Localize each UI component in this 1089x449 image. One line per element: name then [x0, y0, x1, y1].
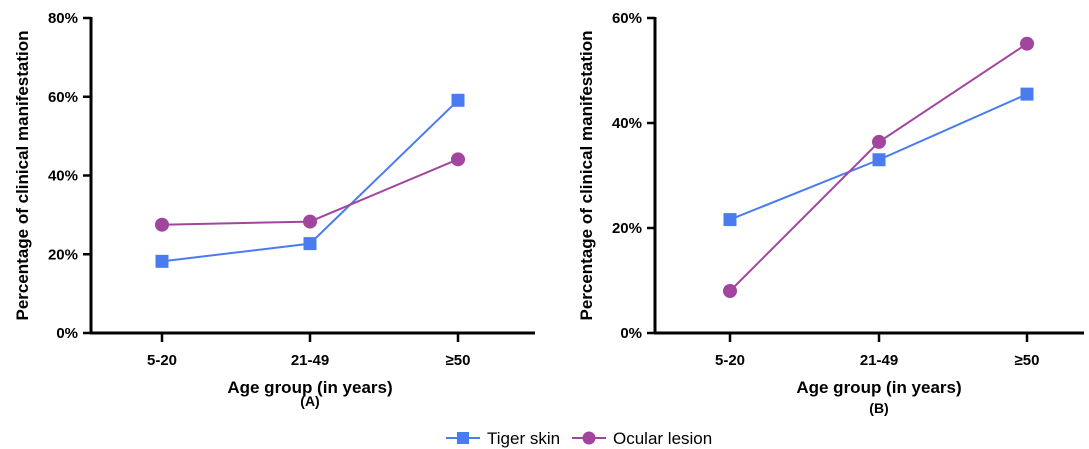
- x-tick-label: 21-49: [291, 352, 329, 369]
- legend-label-ocular-lesion: Ocular lesion: [613, 429, 712, 448]
- data-point-ocular-lesion: [1020, 36, 1034, 51]
- y-tick-label: 80%: [48, 10, 78, 27]
- panel-label: (A): [300, 393, 319, 409]
- y-axis-title: Percentage of clinical manifestation: [13, 30, 32, 320]
- data-point-tiger-skin: [155, 254, 169, 268]
- y-tick-label: 40%: [48, 168, 78, 185]
- y-tick-label: 20%: [48, 246, 78, 263]
- legend-label-tiger-skin: Tiger skin: [487, 429, 560, 448]
- data-point-ocular-lesion: [872, 134, 886, 149]
- data-point-ocular-lesion: [155, 217, 169, 232]
- legend-marker-ocular-lesion: [582, 431, 596, 445]
- data-point-tiger-skin: [451, 93, 465, 107]
- x-tick-label: 21-49: [860, 352, 898, 369]
- y-tick-label: 60%: [612, 10, 642, 27]
- y-axis-title: Percentage of clinical manifestation: [577, 30, 596, 320]
- series-line-ocular-lesion: [729, 42, 1028, 292]
- y-tick-label: 40%: [612, 115, 642, 132]
- x-tick-label: ≥50: [446, 352, 471, 369]
- chart-panel-a: 0% 20% 40% 60% 80% 5-20 21-49 ≥50 Age group (in …: [13, 10, 535, 409]
- data-point-ocular-lesion: [723, 284, 737, 298]
- panel-label: (B): [869, 400, 888, 416]
- y-tick-label: 0%: [56, 325, 78, 342]
- x-tick-label: ≥50: [1015, 352, 1040, 369]
- y-tick-label: 0%: [620, 325, 642, 342]
- data-point-tiger-skin: [1020, 87, 1034, 101]
- x-tick-label: 5-20: [147, 352, 177, 369]
- y-tick-label: 20%: [612, 220, 642, 237]
- chart-panel-b: 0% 20% 40% 60% 5-20 21-49 ≥50 Age group (in yea…: [577, 10, 1084, 416]
- legend: Tiger skin Ocular lesion: [446, 429, 712, 448]
- x-tick-label: 5-20: [715, 352, 745, 369]
- data-point-tiger-skin: [723, 213, 737, 227]
- x-axis-title: Age group (in years): [796, 378, 961, 397]
- data-point-tiger-skin: [872, 153, 886, 167]
- legend-marker-tiger-skin: [457, 432, 469, 444]
- x-axis-title: Age group (in years): [227, 378, 392, 397]
- data-point-ocular-lesion: [451, 152, 465, 167]
- data-point-ocular-lesion: [303, 214, 317, 229]
- data-point-tiger-skin: [303, 237, 317, 251]
- y-tick-label: 60%: [48, 89, 78, 106]
